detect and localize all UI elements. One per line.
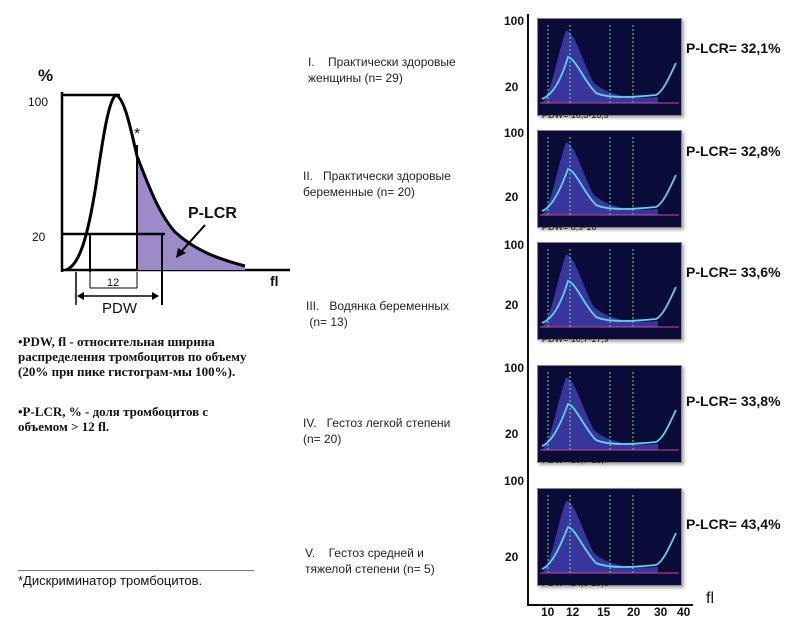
pdw-note: •PDW, fl - относительная ширина распреде… — [18, 334, 247, 379]
panel-1-y-tick-20: 20 — [505, 80, 519, 94]
footnote-divider — [18, 570, 254, 571]
footnote: *Дискриминатор тромбоцитов. — [18, 573, 203, 588]
panel-4-pdw: PDW= 10,7-15,7 — [542, 455, 609, 465]
y-axis-unit: % — [38, 66, 54, 85]
plcr-label: P-LCR — [188, 205, 237, 222]
panel-4-y-tick-100: 100 — [504, 361, 525, 375]
y-tick-100: 100 — [28, 95, 49, 109]
group-1-roman: I. — [308, 55, 315, 69]
panel-2-y-tick-100: 100 — [504, 126, 525, 140]
group-3-label: III. Водянка беременных (n= 13) — [306, 298, 449, 330]
panel-1-y-tick-100: 100 — [504, 14, 525, 28]
group-4-text1: Гестоз легкой степени — [326, 416, 451, 430]
scatter-band — [542, 30, 658, 103]
right-x-axis — [527, 604, 693, 606]
group-4-roman: IV. — [303, 416, 317, 430]
histogram-plot — [540, 495, 679, 574]
right-x-tick-15: 15 — [597, 605, 611, 619]
group-4-text2: (n= 20) — [303, 432, 342, 446]
right-x-tick-12: 12 — [566, 605, 580, 619]
right-y-axis — [527, 14, 529, 606]
x-axis-unit: fl — [270, 273, 279, 289]
plcr-area — [137, 156, 245, 270]
group-5-text2: тяжелой степени (n= 5) — [305, 562, 435, 576]
group-3-roman: III. — [306, 299, 320, 313]
histogram-plot — [540, 249, 679, 328]
group-5-roman: V. — [305, 546, 316, 560]
x-tick-12: 12 — [107, 277, 120, 289]
discriminator-asterisk: * — [134, 126, 141, 143]
histogram-panel-3 — [537, 242, 682, 340]
plcr-pointer-head — [176, 248, 186, 258]
pdw-arrow-right-head — [152, 292, 159, 300]
pdw-label: PDW — [102, 300, 137, 317]
panel-5-plcr: P-LCR= 43,4% — [686, 516, 781, 532]
right-x-tick-20: 20 — [627, 605, 641, 619]
panel-2-plcr: P-LCR= 32,8% — [686, 143, 781, 159]
panel-5-y-tick-20: 20 — [505, 550, 519, 564]
mean-curve — [541, 279, 677, 324]
histogram-panel-2 — [537, 130, 682, 228]
panel-1-pdw: PDW= 10,5-16,9 — [542, 110, 609, 120]
mean-curve — [541, 525, 677, 570]
group-2-label: II. Практически здоровые беременные (n= … — [303, 168, 451, 200]
plcr-note: •P-LCR, % - доля тромбоцитов с объемом >… — [18, 404, 209, 434]
panel-1-plcr: P-LCR= 32,1% — [686, 40, 781, 56]
histogram-plot — [540, 25, 679, 104]
histogram-panel-4 — [537, 365, 682, 463]
scatter-band — [542, 142, 658, 215]
group-2-roman: II. — [303, 169, 314, 183]
scatter-band — [542, 377, 658, 450]
group-3-text2: (n= 13) — [309, 315, 348, 329]
scatter-band — [542, 254, 658, 327]
right-x-tick-30: 30 — [654, 605, 668, 619]
plcr-pointer — [179, 224, 206, 254]
pdw-arrow-left-head — [77, 292, 84, 300]
panel-5-pdw: PDW= 14,6-19,5 — [542, 578, 609, 588]
group-2-text2: беременные (n= 20) — [303, 185, 415, 199]
mean-curve — [541, 167, 677, 212]
group-1-label: I. Практически здоровые женщины (n= 29) — [308, 54, 456, 86]
histogram-plot — [540, 372, 679, 451]
right-x-tick-10: 10 — [541, 605, 555, 619]
group-4-label: IV. Гестоз легкой степени (n= 20) — [303, 415, 450, 447]
panel-4-y-tick-20: 20 — [505, 427, 519, 441]
panel-2-pdw: PDW= 8,9-16 — [542, 222, 597, 232]
group-1-text1: Практически здоровые — [328, 55, 456, 69]
panel-3-y-tick-100: 100 — [504, 238, 525, 252]
group-3-text1: Водянка беременных — [329, 299, 449, 313]
schematic-histogram — [60, 92, 290, 305]
mean-curve — [541, 55, 677, 100]
histogram-panel-5 — [537, 488, 682, 586]
group-2-text1: Практически здоровые — [323, 169, 451, 183]
histogram-panel-1 — [537, 18, 682, 116]
panel-2-y-tick-20: 20 — [505, 190, 519, 204]
panel-5-y-tick-100: 100 — [504, 474, 525, 488]
panel-3-y-tick-20: 20 — [505, 298, 519, 312]
right-x-tick-40: 40 — [677, 605, 691, 619]
y-tick-20: 20 — [32, 230, 46, 244]
mean-curve — [541, 402, 677, 447]
panel-4-plcr: P-LCR= 33,8% — [686, 393, 781, 409]
panel-3-plcr: P-LCR= 33,6% — [686, 264, 781, 280]
group-1-text2: женщины (n= 29) — [308, 71, 403, 85]
distribution-curve — [65, 93, 246, 272]
panel-3-pdw: PDW= 10,7-17,9 — [542, 334, 609, 344]
histogram-plot — [540, 137, 679, 216]
group-5-label: V. Гестоз средней и тяжелой степени (n= … — [305, 545, 435, 577]
right-x-unit: fl — [706, 590, 714, 607]
group-5-text1: Гестоз средней и — [328, 546, 424, 560]
scatter-band — [542, 500, 658, 573]
